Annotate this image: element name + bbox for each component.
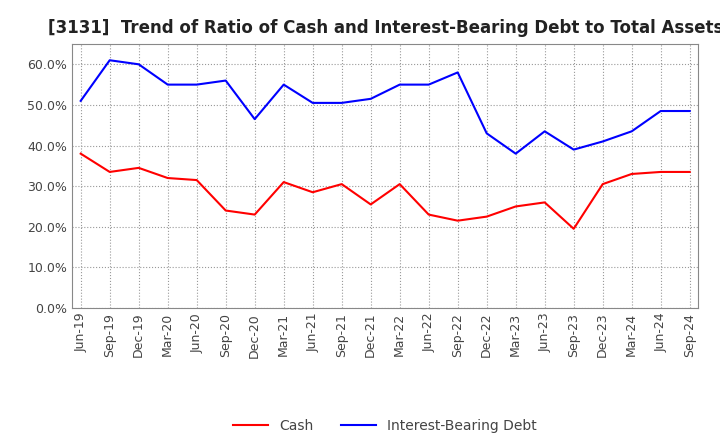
Legend: Cash, Interest-Bearing Debt: Cash, Interest-Bearing Debt (228, 413, 542, 438)
Interest-Bearing Debt (163, 82, 172, 87)
Cash (366, 202, 375, 207)
Cash (424, 212, 433, 217)
Interest-Bearing Debt (76, 98, 85, 103)
Cash (541, 200, 549, 205)
Interest-Bearing Debt (251, 117, 259, 122)
Interest-Bearing Debt (511, 151, 520, 156)
Interest-Bearing Debt (308, 100, 317, 106)
Line: Cash: Cash (81, 154, 690, 229)
Cash (221, 208, 230, 213)
Cash (482, 214, 491, 219)
Cash (279, 180, 288, 185)
Interest-Bearing Debt (454, 70, 462, 75)
Line: Interest-Bearing Debt: Interest-Bearing Debt (81, 60, 690, 154)
Interest-Bearing Debt (338, 100, 346, 106)
Cash (308, 190, 317, 195)
Cash (511, 204, 520, 209)
Cash (76, 151, 85, 156)
Interest-Bearing Debt (395, 82, 404, 87)
Cash (454, 218, 462, 224)
Cash (570, 226, 578, 231)
Interest-Bearing Debt (192, 82, 201, 87)
Interest-Bearing Debt (135, 62, 143, 67)
Cash (251, 212, 259, 217)
Interest-Bearing Debt (221, 78, 230, 83)
Interest-Bearing Debt (279, 82, 288, 87)
Interest-Bearing Debt (598, 139, 607, 144)
Cash (338, 181, 346, 187)
Interest-Bearing Debt (627, 128, 636, 134)
Cash (105, 169, 114, 175)
Interest-Bearing Debt (424, 82, 433, 87)
Cash (627, 171, 636, 176)
Cash (192, 177, 201, 183)
Interest-Bearing Debt (482, 131, 491, 136)
Interest-Bearing Debt (685, 108, 694, 114)
Interest-Bearing Debt (570, 147, 578, 152)
Cash (657, 169, 665, 175)
Interest-Bearing Debt (541, 128, 549, 134)
Cash (598, 181, 607, 187)
Cash (395, 181, 404, 187)
Cash (685, 169, 694, 175)
Cash (163, 176, 172, 181)
Interest-Bearing Debt (657, 108, 665, 114)
Cash (135, 165, 143, 171)
Interest-Bearing Debt (105, 58, 114, 63)
Interest-Bearing Debt (366, 96, 375, 102)
Title: [3131]  Trend of Ratio of Cash and Interest-Bearing Debt to Total Assets: [3131] Trend of Ratio of Cash and Intere… (48, 19, 720, 37)
